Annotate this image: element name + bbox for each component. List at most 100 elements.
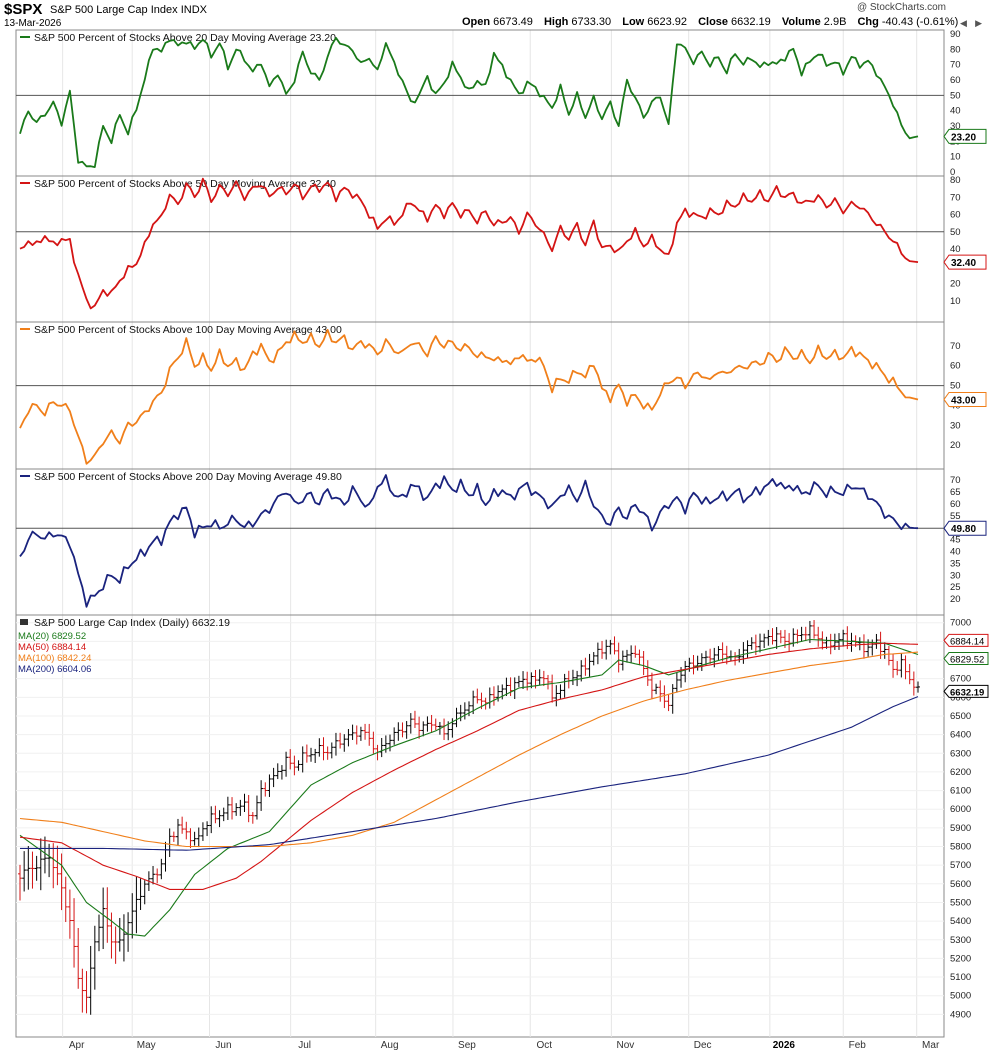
panel-3: 203040506070S&P 500 Percent of Stocks Ab… xyxy=(16,321,987,465)
y-tick-label: 6000 xyxy=(950,804,971,815)
y-tick-label: 6600 xyxy=(950,692,971,703)
panel-2: 1020304050607080S&P 500 Percent of Stock… xyxy=(16,175,987,310)
y-tick-label: 5700 xyxy=(950,860,971,871)
y-tick-label: 60 xyxy=(950,210,961,221)
y-tick-label: 6700 xyxy=(950,674,971,685)
series-line xyxy=(19,177,919,310)
y-tick-label: 5300 xyxy=(950,935,971,946)
moving-average-line xyxy=(19,642,919,890)
y-tick-label: 50 xyxy=(950,90,961,101)
y-tick-label: 30 xyxy=(950,420,961,431)
moving-average-line xyxy=(20,696,919,851)
instrument-name: S&P 500 Large Cap Index INDX xyxy=(50,4,207,16)
x-tick-label: Jul xyxy=(298,1040,311,1051)
chart-date: 13-Mar-2026 xyxy=(4,18,62,29)
x-tick-label: Jun xyxy=(215,1040,231,1051)
x-tick-label: Aug xyxy=(381,1040,399,1051)
moving-average-line xyxy=(19,638,919,937)
brand-label: @ StockCharts.com xyxy=(856,2,946,13)
ohlc-readout: Open 6673.49 High 6733.30 Low 6623.92 Close… xyxy=(462,16,959,28)
y-tick-label: 35 xyxy=(950,558,961,569)
y-tick-label: 60 xyxy=(950,75,961,86)
scroll-left-icon[interactable]: ◀ xyxy=(960,18,967,28)
y-tick-label: 45 xyxy=(950,535,961,546)
x-tick-label: Feb xyxy=(849,1040,867,1051)
y-tick-label: 20 xyxy=(950,594,961,605)
y-tick-label: 5100 xyxy=(950,972,971,983)
y-tick-label: 6100 xyxy=(950,786,971,797)
y-tick-label: 6300 xyxy=(950,748,971,759)
y-tick-label: 5900 xyxy=(950,823,971,834)
y-tick-label: 80 xyxy=(950,175,961,186)
y-tick-label: 70 xyxy=(950,475,961,486)
y-tick-label: 4900 xyxy=(950,1009,971,1020)
price-value-label: 6829.52 xyxy=(950,655,984,666)
y-tick-label: 40 xyxy=(950,106,961,117)
x-tick-label: Apr xyxy=(69,1040,85,1051)
y-tick-label: 7000 xyxy=(950,618,971,629)
last-value-tag xyxy=(943,128,987,144)
price-value-label: 6884.14 xyxy=(950,636,984,647)
panel-4: 2025303540455055606570S&P 500 Percent of… xyxy=(16,468,987,608)
y-tick-label: 20 xyxy=(950,440,961,451)
symbol: $SPX xyxy=(4,1,43,18)
y-tick-label: 70 xyxy=(950,341,961,352)
scroll-right-icon[interactable]: ▶ xyxy=(975,18,982,28)
panel-5: 4900 5000 5100 5200 5300 5400 5500 5600 5700 5800… xyxy=(16,614,989,1020)
y-tick-label: 6200 xyxy=(950,767,971,778)
ma-legend-label: MA(50) 6884.14 xyxy=(18,642,86,653)
price-value-tag xyxy=(943,633,989,647)
y-tick-label: 30 xyxy=(950,121,961,132)
x-tick-label: Mar xyxy=(922,1040,940,1051)
series-line xyxy=(19,328,919,465)
series-line xyxy=(19,37,919,168)
price-value-tag xyxy=(943,684,989,698)
panel-title: S&P 500 Large Cap Index (Daily) 6632.19 xyxy=(34,617,230,629)
y-tick-label: 40 xyxy=(950,547,961,558)
y-tick-label: 50 xyxy=(950,381,961,392)
panel-title: S&P 500 Percent of Stocks Above 100 Day … xyxy=(34,324,342,336)
y-tick-label: 90 xyxy=(950,29,961,40)
y-tick-label: 10 xyxy=(950,152,961,163)
y-tick-label: 40 xyxy=(950,244,961,255)
y-tick-label: 6400 xyxy=(950,730,971,741)
ma-legend-label: MA(100) 6842.24 xyxy=(18,653,91,664)
y-tick-label: 20 xyxy=(950,279,961,290)
panel-1: 0102030405060708090S&P 500 Percent of St… xyxy=(16,29,987,178)
last-value-label: 32.40 xyxy=(951,258,976,269)
chart-header: $SPX S&P 500 Large Cap Index INDX 13-Mar… xyxy=(0,0,990,30)
y-tick-label: 30 xyxy=(950,570,961,581)
y-tick-label: 80 xyxy=(950,44,961,55)
last-value-label: 43.00 xyxy=(951,395,976,406)
y-tick-label: 50 xyxy=(950,227,961,238)
y-tick-label: 5800 xyxy=(950,842,971,853)
y-tick-label: 5600 xyxy=(950,879,971,890)
y-tick-label: 70 xyxy=(950,60,961,71)
y-tick-label: 5400 xyxy=(950,916,971,927)
price-value-tag xyxy=(943,652,989,666)
panel-title: S&P 500 Percent of Stocks Above 200 Day … xyxy=(34,471,342,483)
last-value-label: 23.20 xyxy=(951,132,976,143)
ma-legend-label: MA(20) 6829.52 xyxy=(18,631,86,642)
x-tick-label: May xyxy=(137,1040,156,1051)
y-tick-label: 5200 xyxy=(950,953,971,964)
y-tick-label: 60 xyxy=(950,361,961,372)
x-tick-label: Dec xyxy=(694,1040,712,1051)
price-value-label: 6632.19 xyxy=(950,687,984,698)
panel-title: S&P 500 Percent of Stocks Above 20 Day M… xyxy=(34,32,336,44)
y-tick-label: 65 xyxy=(950,487,961,498)
legend-swatch xyxy=(20,619,28,625)
y-tick-label: 55 xyxy=(950,511,961,522)
last-value-tag xyxy=(943,520,987,536)
y-tick-label: 10 xyxy=(950,296,961,307)
x-tick-label: Nov xyxy=(616,1040,634,1051)
ma-legend-label: MA(200) 6604.06 xyxy=(18,664,91,675)
y-tick-label: 70 xyxy=(950,192,961,203)
last-value-tag xyxy=(943,254,987,270)
y-tick-label: 0 xyxy=(950,167,955,178)
x-tick-label: 2026 xyxy=(773,1040,796,1051)
y-tick-label: 60 xyxy=(950,499,961,510)
last-value-label: 49.80 xyxy=(951,524,976,535)
y-tick-label: 6500 xyxy=(950,711,971,722)
